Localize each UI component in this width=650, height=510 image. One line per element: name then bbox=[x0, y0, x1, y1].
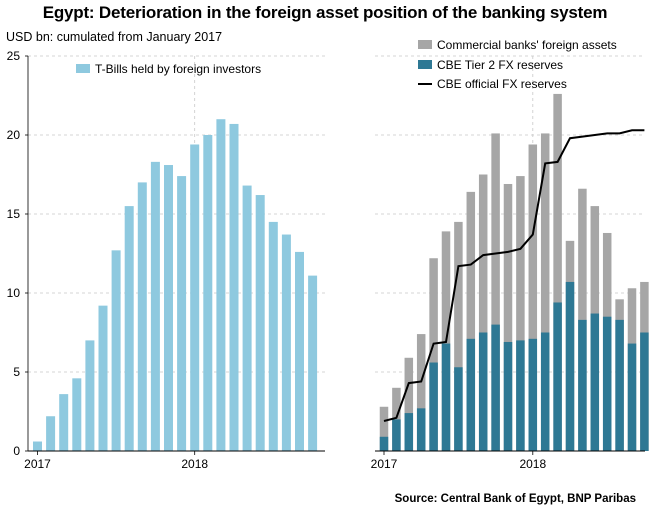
bar-tier2 bbox=[565, 281, 575, 451]
y-tick-label: 15 bbox=[7, 207, 21, 221]
line-official-reserves bbox=[383, 129, 645, 422]
bar-commercial bbox=[553, 93, 562, 452]
x-tick-label: 2017 bbox=[371, 457, 398, 471]
bar-commercial bbox=[429, 258, 438, 451]
legend-label-tbills: T-Bills held by foreign investors bbox=[95, 62, 261, 76]
bar-tbills bbox=[98, 305, 108, 451]
bar-commercial bbox=[540, 133, 550, 452]
legend-swatch-tbills bbox=[76, 64, 90, 73]
x-tick-label: 2018 bbox=[519, 457, 546, 471]
bar-commercial bbox=[478, 174, 488, 451]
bar-tier2 bbox=[602, 316, 612, 451]
bar-tier2 bbox=[503, 341, 513, 451]
bar-tbills bbox=[33, 441, 42, 451]
bar-commercial bbox=[528, 144, 538, 452]
legend-label-official: CBE official FX reserves bbox=[437, 77, 567, 91]
bar-tier2 bbox=[590, 313, 600, 451]
bar-tier2 bbox=[528, 338, 538, 451]
legend-swatch-commercial bbox=[418, 40, 432, 49]
bar-tbills bbox=[229, 123, 239, 451]
bar-tier2 bbox=[627, 343, 637, 451]
bar-tbills bbox=[255, 195, 265, 451]
bar-tier2 bbox=[454, 367, 463, 451]
legend-swatch-tier2 bbox=[418, 60, 432, 69]
bar-tier2 bbox=[615, 319, 624, 451]
bar-commercial bbox=[516, 176, 525, 451]
bar-tbills bbox=[137, 182, 147, 451]
bar-tier2 bbox=[466, 338, 476, 451]
bar-commercial bbox=[416, 334, 426, 451]
bar-tier2 bbox=[478, 332, 488, 451]
bar-tbills bbox=[59, 394, 69, 451]
bar-tbills bbox=[72, 378, 82, 451]
bar-tier2 bbox=[516, 340, 525, 451]
bar-tbills bbox=[242, 185, 252, 451]
bar-tier2 bbox=[578, 319, 587, 451]
y-tick-label: 0 bbox=[13, 444, 20, 458]
bar-commercial bbox=[491, 133, 500, 452]
y-tick-label: 10 bbox=[7, 286, 21, 300]
bar-tbills bbox=[281, 234, 291, 451]
unit-label: USD bn: cumulated from January 2017 bbox=[6, 30, 223, 44]
y-tick-label: 20 bbox=[7, 128, 21, 142]
bar-tier2 bbox=[416, 408, 426, 451]
bar-tbills bbox=[216, 119, 226, 451]
bar-tier2 bbox=[553, 302, 562, 451]
bar-commercial bbox=[379, 406, 389, 451]
legend-label-commercial: Commercial banks' foreign assets bbox=[437, 38, 617, 52]
bar-tier2 bbox=[640, 332, 649, 451]
bar-commercial bbox=[454, 221, 463, 451]
bar-commercial bbox=[503, 183, 513, 452]
y-tick-label: 5 bbox=[13, 365, 20, 379]
bar-commercial bbox=[404, 357, 414, 451]
bar-tier2 bbox=[429, 362, 438, 451]
y-tick-label: 25 bbox=[7, 49, 21, 63]
bar-tbills bbox=[308, 275, 318, 451]
bar-tbills bbox=[190, 144, 200, 452]
bar-tbills bbox=[203, 135, 213, 451]
bar-tbills bbox=[177, 176, 187, 451]
bar-tbills bbox=[150, 161, 160, 452]
bar-tier2 bbox=[392, 419, 401, 451]
source-note: Source: Central Bank of Egypt, BNP Parib… bbox=[394, 493, 636, 505]
bar-tbills bbox=[85, 340, 95, 451]
bar-tier2 bbox=[404, 413, 414, 451]
bar-tbills bbox=[46, 416, 56, 451]
x-tick-label: 2018 bbox=[181, 457, 208, 471]
x-tick-label: 2017 bbox=[24, 457, 51, 471]
chart-title: Egypt: Deterioration in the foreign asse… bbox=[42, 3, 608, 22]
bar-tbills bbox=[124, 206, 134, 451]
bar-tbills bbox=[111, 250, 121, 451]
bar-tbills bbox=[295, 251, 304, 451]
bar-tier2 bbox=[491, 324, 500, 451]
bar-tier2 bbox=[441, 343, 451, 451]
bar-tier2 bbox=[379, 436, 389, 451]
bar-tbills bbox=[268, 221, 278, 451]
bar-tier2 bbox=[540, 332, 550, 451]
legend-label-tier2: CBE Tier 2 FX reserves bbox=[437, 58, 563, 72]
bar-tbills bbox=[164, 165, 173, 451]
bar-commercial bbox=[466, 191, 476, 451]
